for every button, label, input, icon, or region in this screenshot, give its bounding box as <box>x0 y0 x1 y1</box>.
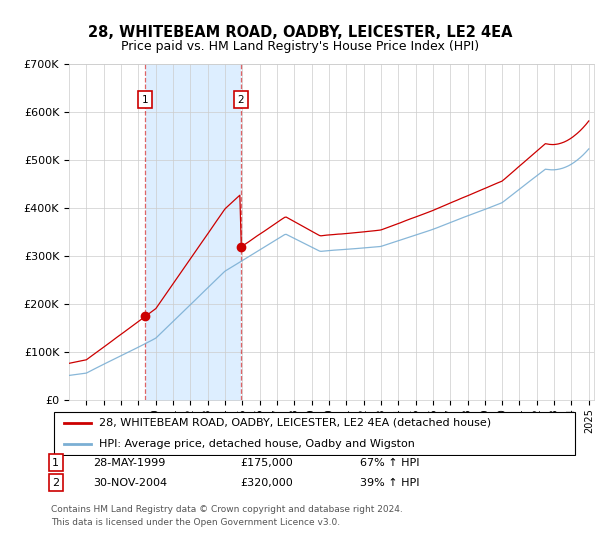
Text: £320,000: £320,000 <box>240 478 293 488</box>
Text: 2: 2 <box>238 95 244 105</box>
Text: 28, WHITEBEAM ROAD, OADBY, LEICESTER, LE2 4EA: 28, WHITEBEAM ROAD, OADBY, LEICESTER, LE… <box>88 25 512 40</box>
Text: 28-MAY-1999: 28-MAY-1999 <box>93 458 166 468</box>
Text: Contains HM Land Registry data © Crown copyright and database right 2024.
This d: Contains HM Land Registry data © Crown c… <box>51 505 403 526</box>
Text: Price paid vs. HM Land Registry's House Price Index (HPI): Price paid vs. HM Land Registry's House … <box>121 40 479 53</box>
Text: 28, WHITEBEAM ROAD, OADBY, LEICESTER, LE2 4EA (detached house): 28, WHITEBEAM ROAD, OADBY, LEICESTER, LE… <box>98 418 491 428</box>
Text: 67% ↑ HPI: 67% ↑ HPI <box>360 458 419 468</box>
Text: HPI: Average price, detached house, Oadby and Wigston: HPI: Average price, detached house, Oadb… <box>98 439 415 449</box>
Text: 2: 2 <box>52 478 59 488</box>
Text: 39% ↑ HPI: 39% ↑ HPI <box>360 478 419 488</box>
FancyBboxPatch shape <box>53 412 575 455</box>
Text: 1: 1 <box>142 95 148 105</box>
Text: 1: 1 <box>52 458 59 468</box>
Text: 30-NOV-2004: 30-NOV-2004 <box>93 478 167 488</box>
Text: £175,000: £175,000 <box>240 458 293 468</box>
